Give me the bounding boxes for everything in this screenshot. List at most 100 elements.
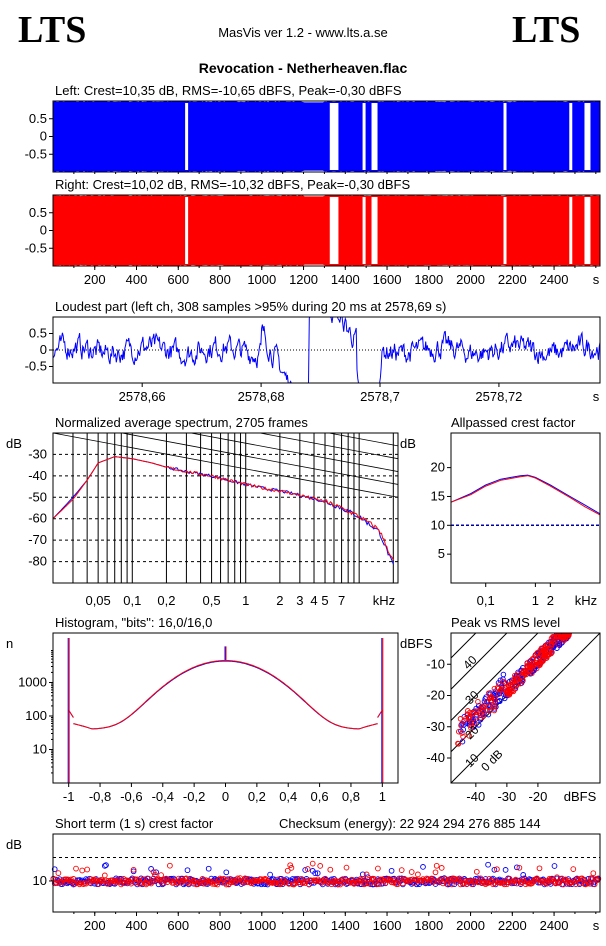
short-term-crest-point — [212, 881, 218, 888]
short-term-crest-point — [284, 867, 291, 874]
peak-vs-rms-point — [510, 688, 517, 695]
right-waveform-chart: Right: Crest=10,02 dB, RMS=-10,32 dBFS, … — [25, 177, 601, 287]
peak-vs-rms-point — [477, 716, 484, 723]
peak-vs-rms-point — [480, 704, 487, 711]
peak-vs-rms-point — [468, 722, 474, 729]
short-term-crest-point — [358, 877, 365, 884]
peak-vs-rms-point — [515, 671, 521, 677]
short-term-crest-point — [288, 865, 295, 871]
peak-vs-rms-point — [480, 713, 487, 719]
loudest-part-xunit: s — [593, 389, 600, 404]
left-waveform-quiet-passage — [335, 103, 339, 170]
right-waveform-xtick-label: 600 — [167, 272, 189, 287]
short-term-crest-point — [348, 876, 355, 883]
short-term-crest-point — [343, 864, 350, 871]
spectrum-ytick-label: -30 — [28, 446, 47, 461]
allpassed-crest-xtick-label: 0,1 — [477, 593, 495, 608]
short-term-crest-point — [70, 876, 77, 882]
loudest-part-ytick-label: -0.5 — [25, 359, 47, 374]
left-waveform-ytick-label: 0.5 — [29, 111, 47, 126]
short-term-crest-point — [61, 876, 68, 883]
left-waveform-quiet-passage — [584, 103, 591, 170]
short-term-crest-point — [472, 878, 479, 885]
right-waveform-quiet-passage — [503, 197, 507, 264]
right-waveform-quiet-passage — [371, 197, 378, 264]
loudest-part-ytick-label: 0.5 — [29, 326, 47, 341]
short-term-crest-point — [491, 866, 498, 873]
short-term-crest-xtick-label: 1800 — [414, 918, 443, 933]
loudest-part-chart: Loudest part (left ch, 308 samples >95% … — [25, 299, 601, 404]
short-term-crest-point — [432, 869, 439, 876]
spectrum-slope-line — [53, 304, 398, 368]
spectrum-xtick-label: 0,5 — [203, 593, 221, 608]
peak-vs-rms-diagonal-label: 20 — [462, 723, 482, 743]
allpassed-crest-ytick-label: 15 — [431, 488, 445, 503]
peak-vs-rms-point — [456, 728, 462, 735]
right-waveform-ytick-label: 0.5 — [29, 205, 47, 220]
histogram-xtick-label: 0 — [222, 789, 229, 804]
spectrum-xtick-label: 0,05 — [85, 593, 110, 608]
peak-vs-rms-point — [491, 685, 498, 692]
right-waveform-xtick-label: 1400 — [331, 272, 360, 287]
short-term-crest-point — [165, 876, 172, 883]
short-term-crest-xtick-label: 1200 — [289, 918, 318, 933]
short-term-crest-point — [364, 880, 371, 887]
peak-vs-rms-point — [492, 698, 498, 704]
short-term-crest-point — [332, 877, 339, 884]
spectrum-slope-line — [53, 356, 398, 420]
short-term-crest-point — [204, 879, 211, 885]
left-waveform-quiet-passage — [371, 103, 378, 170]
peak-vs-rms-point — [459, 738, 466, 745]
peak-vs-rms-point — [562, 636, 568, 642]
peak-vs-rms-point — [494, 684, 501, 691]
peak-vs-rms-point — [459, 730, 465, 736]
short-term-crest-point — [532, 876, 539, 883]
histogram-title: Histogram, "bits": 16,0/16,0 — [55, 615, 212, 630]
peak-vs-rms-point — [479, 703, 486, 710]
short-term-crest-point — [130, 866, 137, 873]
short-term-crest-point — [373, 881, 380, 888]
short-term-crest-point — [554, 874, 560, 881]
left-waveform-title: Left: Crest=10,35 dB, RMS=-10,65 dBFS, P… — [55, 83, 402, 98]
peak-vs-rms-point — [459, 720, 466, 727]
short-term-crest-point — [312, 870, 319, 877]
spectrum-slope-line — [119, 433, 398, 485]
short-term-crest-point — [410, 876, 416, 883]
peak-vs-rms-point — [457, 716, 464, 722]
allpassed-crest-ylabel: dB — [400, 436, 416, 451]
short-term-crest-point — [80, 881, 87, 887]
short-term-crest-point — [217, 875, 223, 882]
histogram-xtick-label: -0,6 — [120, 789, 142, 804]
short-term-crest-point — [481, 880, 488, 886]
short-term-crest-point — [124, 879, 131, 885]
loudest-part-xtick-label: 2578,66 — [119, 389, 166, 404]
app-version: MasVis ver 1.2 - www.lts.a.se — [218, 25, 388, 40]
spectrum-xtick-label: 7 — [338, 593, 345, 608]
short-term-crest-point — [145, 875, 152, 882]
histogram-xtick-label: -0,8 — [89, 789, 111, 804]
right-waveform-ytick-label: -0.5 — [25, 240, 47, 255]
short-term-crest-point — [359, 876, 366, 883]
peak-vs-rms-point — [460, 733, 466, 740]
left-waveform-quiet-passage — [185, 103, 189, 170]
peak-vs-rms-ytick-label: -30 — [426, 719, 445, 734]
short-term-crest-point — [158, 872, 164, 878]
short-term-crest-point — [433, 862, 440, 869]
histogram-ylabel: n — [6, 636, 13, 651]
short-term-crest-point — [397, 876, 404, 882]
allpassed-crest-xtick-label: 2 — [547, 593, 554, 608]
peak-vs-rms-point — [500, 678, 506, 685]
peak-vs-rms-crest-line — [451, 633, 539, 721]
peak-vs-rms-crest-line — [451, 633, 508, 690]
short-term-crest-point — [152, 871, 158, 878]
peak-vs-rms-ytick-label: -40 — [426, 750, 445, 765]
short-term-crest-point — [551, 863, 558, 869]
short-term-crest-checksum: Checksum (energy): 22 924 294 276 885 14… — [279, 816, 541, 831]
right-waveform-xtick-label: 1600 — [373, 272, 402, 287]
histogram-xtick-label: 0,6 — [311, 789, 329, 804]
peak-vs-rms-point — [538, 651, 545, 657]
short-term-crest-point — [101, 863, 108, 869]
spectrum-xtick-label: 2 — [276, 593, 283, 608]
short-term-crest-xunit: s — [593, 918, 600, 933]
peak-vs-rms-point — [520, 670, 526, 676]
